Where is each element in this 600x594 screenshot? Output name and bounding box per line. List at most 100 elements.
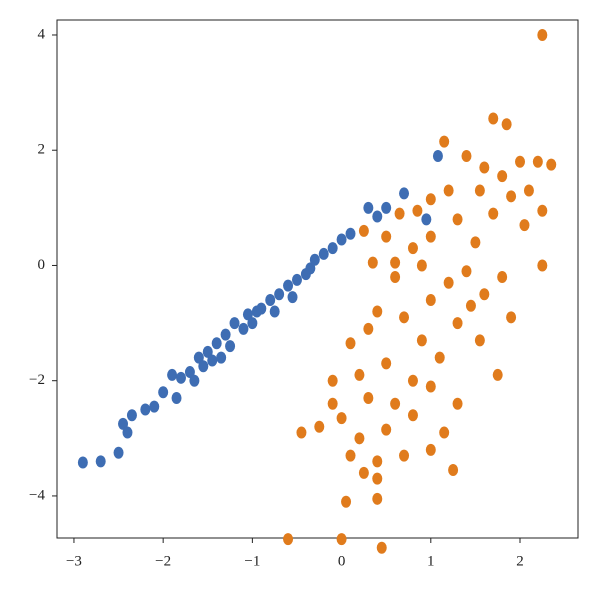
point [211, 337, 222, 350]
point [363, 391, 374, 404]
point [425, 294, 436, 307]
y-tick-label: 4 [38, 26, 46, 42]
y-tick-label: 2 [38, 142, 46, 158]
point [425, 443, 436, 456]
point [126, 409, 137, 422]
point [229, 317, 240, 330]
point [291, 273, 302, 286]
point [265, 294, 276, 307]
point [354, 432, 365, 445]
point [189, 374, 200, 387]
point [354, 368, 365, 381]
point [287, 291, 298, 304]
point [474, 334, 485, 347]
point [488, 207, 499, 220]
point [492, 368, 503, 381]
point [425, 230, 436, 243]
point [461, 149, 472, 162]
point [345, 337, 356, 350]
point [314, 420, 325, 433]
point [149, 400, 160, 413]
point [202, 345, 213, 358]
point [519, 219, 530, 232]
point [390, 397, 401, 410]
x-tick-label: −2 [155, 553, 171, 569]
point [537, 259, 548, 272]
point [479, 288, 490, 301]
x-tick-label: 1 [427, 553, 435, 569]
point [242, 308, 253, 321]
point [412, 204, 423, 217]
point [363, 322, 374, 335]
point [122, 426, 133, 439]
point [318, 247, 329, 260]
point [309, 253, 320, 266]
point [274, 288, 285, 301]
point [167, 368, 178, 381]
point [537, 204, 548, 217]
point [448, 464, 459, 477]
point [140, 403, 151, 416]
point [336, 233, 347, 246]
point [269, 305, 280, 318]
point [345, 449, 356, 462]
point [216, 351, 227, 364]
point [452, 213, 463, 226]
point [256, 302, 267, 315]
point [506, 311, 517, 324]
point [95, 455, 106, 468]
point [416, 334, 427, 347]
point [432, 149, 443, 162]
point [461, 265, 472, 278]
plot-frame [56, 19, 579, 539]
point [158, 386, 169, 399]
point [399, 187, 410, 200]
point [465, 299, 476, 312]
point [283, 533, 294, 546]
point [118, 417, 129, 430]
point [220, 328, 231, 341]
point [336, 533, 347, 546]
point [327, 374, 338, 387]
point [381, 230, 392, 243]
point [434, 351, 445, 364]
point [372, 455, 383, 468]
point [390, 270, 401, 283]
point [198, 360, 209, 373]
point [193, 351, 204, 364]
point [546, 158, 557, 171]
point [225, 340, 236, 353]
point [345, 227, 356, 240]
point [470, 236, 481, 249]
point [358, 466, 369, 479]
point [501, 118, 512, 131]
point [381, 357, 392, 370]
point [247, 317, 258, 330]
y-tick-label: −2 [29, 372, 45, 388]
point [439, 426, 450, 439]
point [407, 409, 418, 422]
point [372, 472, 383, 485]
point [497, 170, 508, 183]
point [425, 380, 436, 393]
point [407, 242, 418, 255]
point [238, 322, 249, 335]
point [336, 412, 347, 425]
point [443, 276, 454, 289]
point [425, 193, 436, 206]
point [296, 426, 307, 439]
point [358, 224, 369, 237]
point [532, 155, 543, 168]
point [399, 311, 410, 324]
point [421, 213, 432, 226]
point [452, 397, 463, 410]
point [537, 28, 548, 41]
point [381, 423, 392, 436]
point [305, 262, 316, 275]
point [443, 184, 454, 197]
point [372, 492, 383, 505]
point [77, 456, 88, 469]
point [327, 397, 338, 410]
point [283, 279, 294, 292]
